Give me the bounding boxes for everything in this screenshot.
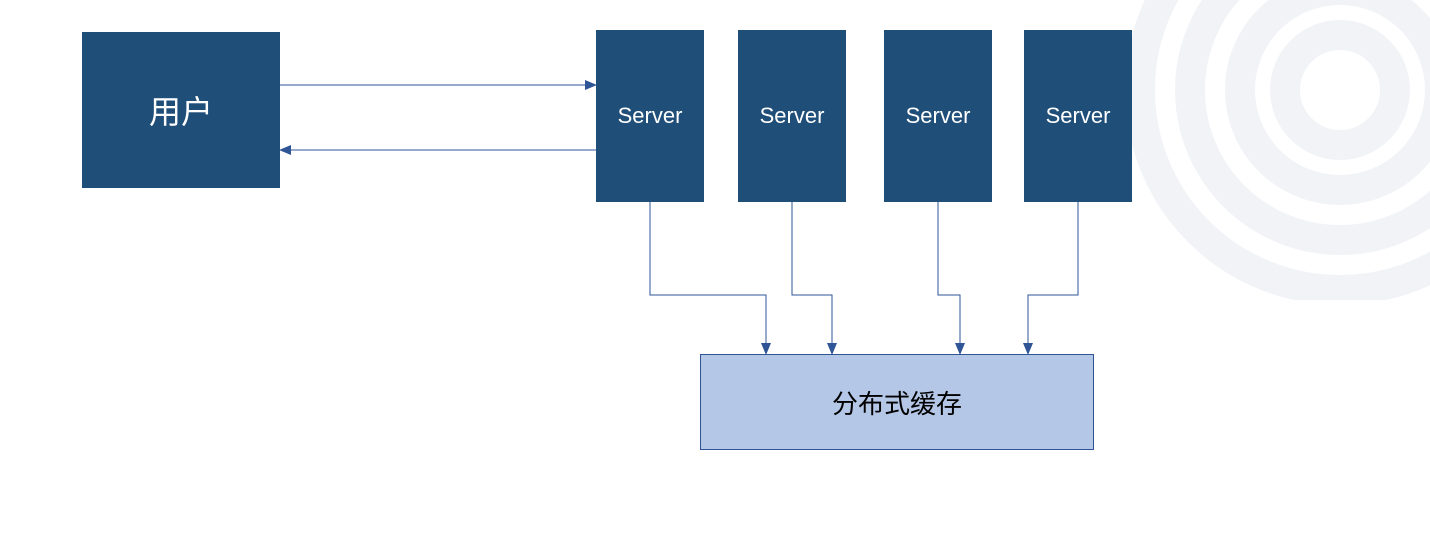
server-2-label: Server [760, 103, 825, 129]
server-node-2: Server [738, 30, 846, 202]
user-node: 用户 [82, 32, 280, 188]
server-4-label: Server [1046, 103, 1111, 129]
server-3-label: Server [906, 103, 971, 129]
decorative-swirl [1130, 0, 1430, 300]
edge-s3-to-cache [938, 202, 960, 354]
edge-s1-to-cache [650, 202, 766, 354]
user-label: 用户 [149, 87, 213, 133]
server-node-4: Server [1024, 30, 1132, 202]
server-node-1: Server [596, 30, 704, 202]
cache-label: 分布式缓存 [832, 384, 962, 421]
edge-s2-to-cache [792, 202, 832, 354]
cache-node: 分布式缓存 [700, 354, 1094, 450]
server-node-3: Server [884, 30, 992, 202]
diagram-canvas: 用户 Server Server Server Server 分布式缓存 [0, 0, 1430, 557]
edge-s4-to-cache [1028, 202, 1078, 354]
server-1-label: Server [618, 103, 683, 129]
